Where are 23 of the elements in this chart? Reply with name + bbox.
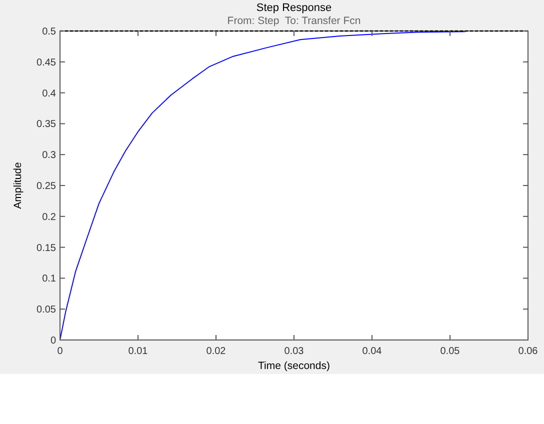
x-tick-label: 0.04 (362, 346, 382, 357)
y-tick-label: 0.3 (42, 150, 56, 162)
line-series (60, 31, 466, 340)
x-tick-label: 0 (57, 346, 64, 357)
chart-title: Step Response (256, 2, 332, 14)
y-tick-label: 0.35 (36, 119, 56, 130)
y-tick-label: 0.5 (42, 26, 56, 38)
x-tick-label: 0.02 (206, 346, 226, 357)
x-tick-label: 0.03 (284, 346, 304, 357)
chart-subtitle: From: Step To: Transfer Fcn (227, 15, 361, 27)
y-tick-label: 0.25 (36, 181, 56, 192)
x-axis-title: Time (seconds) (258, 360, 330, 372)
y-tick-label: 0.4 (42, 88, 56, 100)
y-tick-label: 0 (50, 336, 56, 346)
x-tick-label: 0.06 (518, 346, 538, 357)
y-tick-label: 0.15 (36, 242, 56, 254)
x-tick-label: 0.05 (440, 346, 460, 357)
y-tick-label: 0.1 (42, 274, 56, 285)
y-tick-label: 0.45 (36, 57, 56, 68)
y-tick-label: 0.05 (36, 304, 56, 316)
x-tick-label: 0.01 (128, 346, 148, 357)
y-tick-label: 0.2 (42, 212, 56, 223)
y-axis-title: Amplitude (12, 162, 24, 209)
